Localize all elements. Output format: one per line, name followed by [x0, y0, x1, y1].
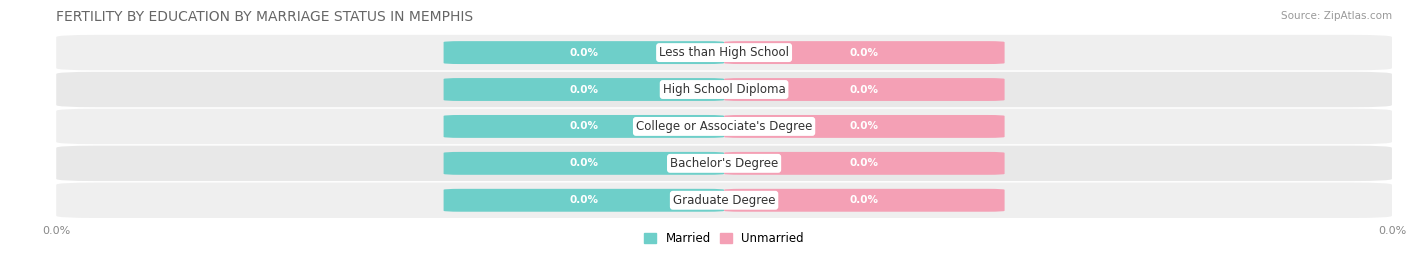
FancyBboxPatch shape	[444, 152, 724, 175]
Text: 0.0%: 0.0%	[569, 121, 599, 132]
FancyBboxPatch shape	[56, 146, 1392, 181]
Text: 0.0%: 0.0%	[849, 195, 879, 205]
Text: 0.0%: 0.0%	[569, 84, 599, 94]
Legend: Married, Unmarried: Married, Unmarried	[641, 228, 807, 249]
FancyBboxPatch shape	[444, 189, 724, 212]
FancyBboxPatch shape	[724, 152, 1004, 175]
FancyBboxPatch shape	[444, 115, 724, 138]
Text: Less than High School: Less than High School	[659, 46, 789, 59]
Text: 0.0%: 0.0%	[849, 158, 879, 168]
Text: 0.0%: 0.0%	[569, 195, 599, 205]
FancyBboxPatch shape	[56, 35, 1392, 70]
Text: FERTILITY BY EDUCATION BY MARRIAGE STATUS IN MEMPHIS: FERTILITY BY EDUCATION BY MARRIAGE STATU…	[56, 10, 474, 24]
Text: 0.0%: 0.0%	[569, 158, 599, 168]
Text: College or Associate's Degree: College or Associate's Degree	[636, 120, 813, 133]
Text: Graduate Degree: Graduate Degree	[673, 194, 775, 207]
Text: 0.0%: 0.0%	[849, 84, 879, 94]
Text: Source: ZipAtlas.com: Source: ZipAtlas.com	[1281, 11, 1392, 21]
Text: High School Diploma: High School Diploma	[662, 83, 786, 96]
Text: 0.0%: 0.0%	[849, 48, 879, 58]
FancyBboxPatch shape	[56, 72, 1392, 107]
Text: 0.0%: 0.0%	[849, 121, 879, 132]
FancyBboxPatch shape	[56, 109, 1392, 144]
Text: Bachelor's Degree: Bachelor's Degree	[671, 157, 778, 170]
FancyBboxPatch shape	[56, 183, 1392, 218]
FancyBboxPatch shape	[724, 189, 1004, 212]
FancyBboxPatch shape	[724, 78, 1004, 101]
FancyBboxPatch shape	[724, 115, 1004, 138]
Text: 0.0%: 0.0%	[569, 48, 599, 58]
FancyBboxPatch shape	[724, 41, 1004, 64]
FancyBboxPatch shape	[444, 41, 724, 64]
FancyBboxPatch shape	[444, 78, 724, 101]
